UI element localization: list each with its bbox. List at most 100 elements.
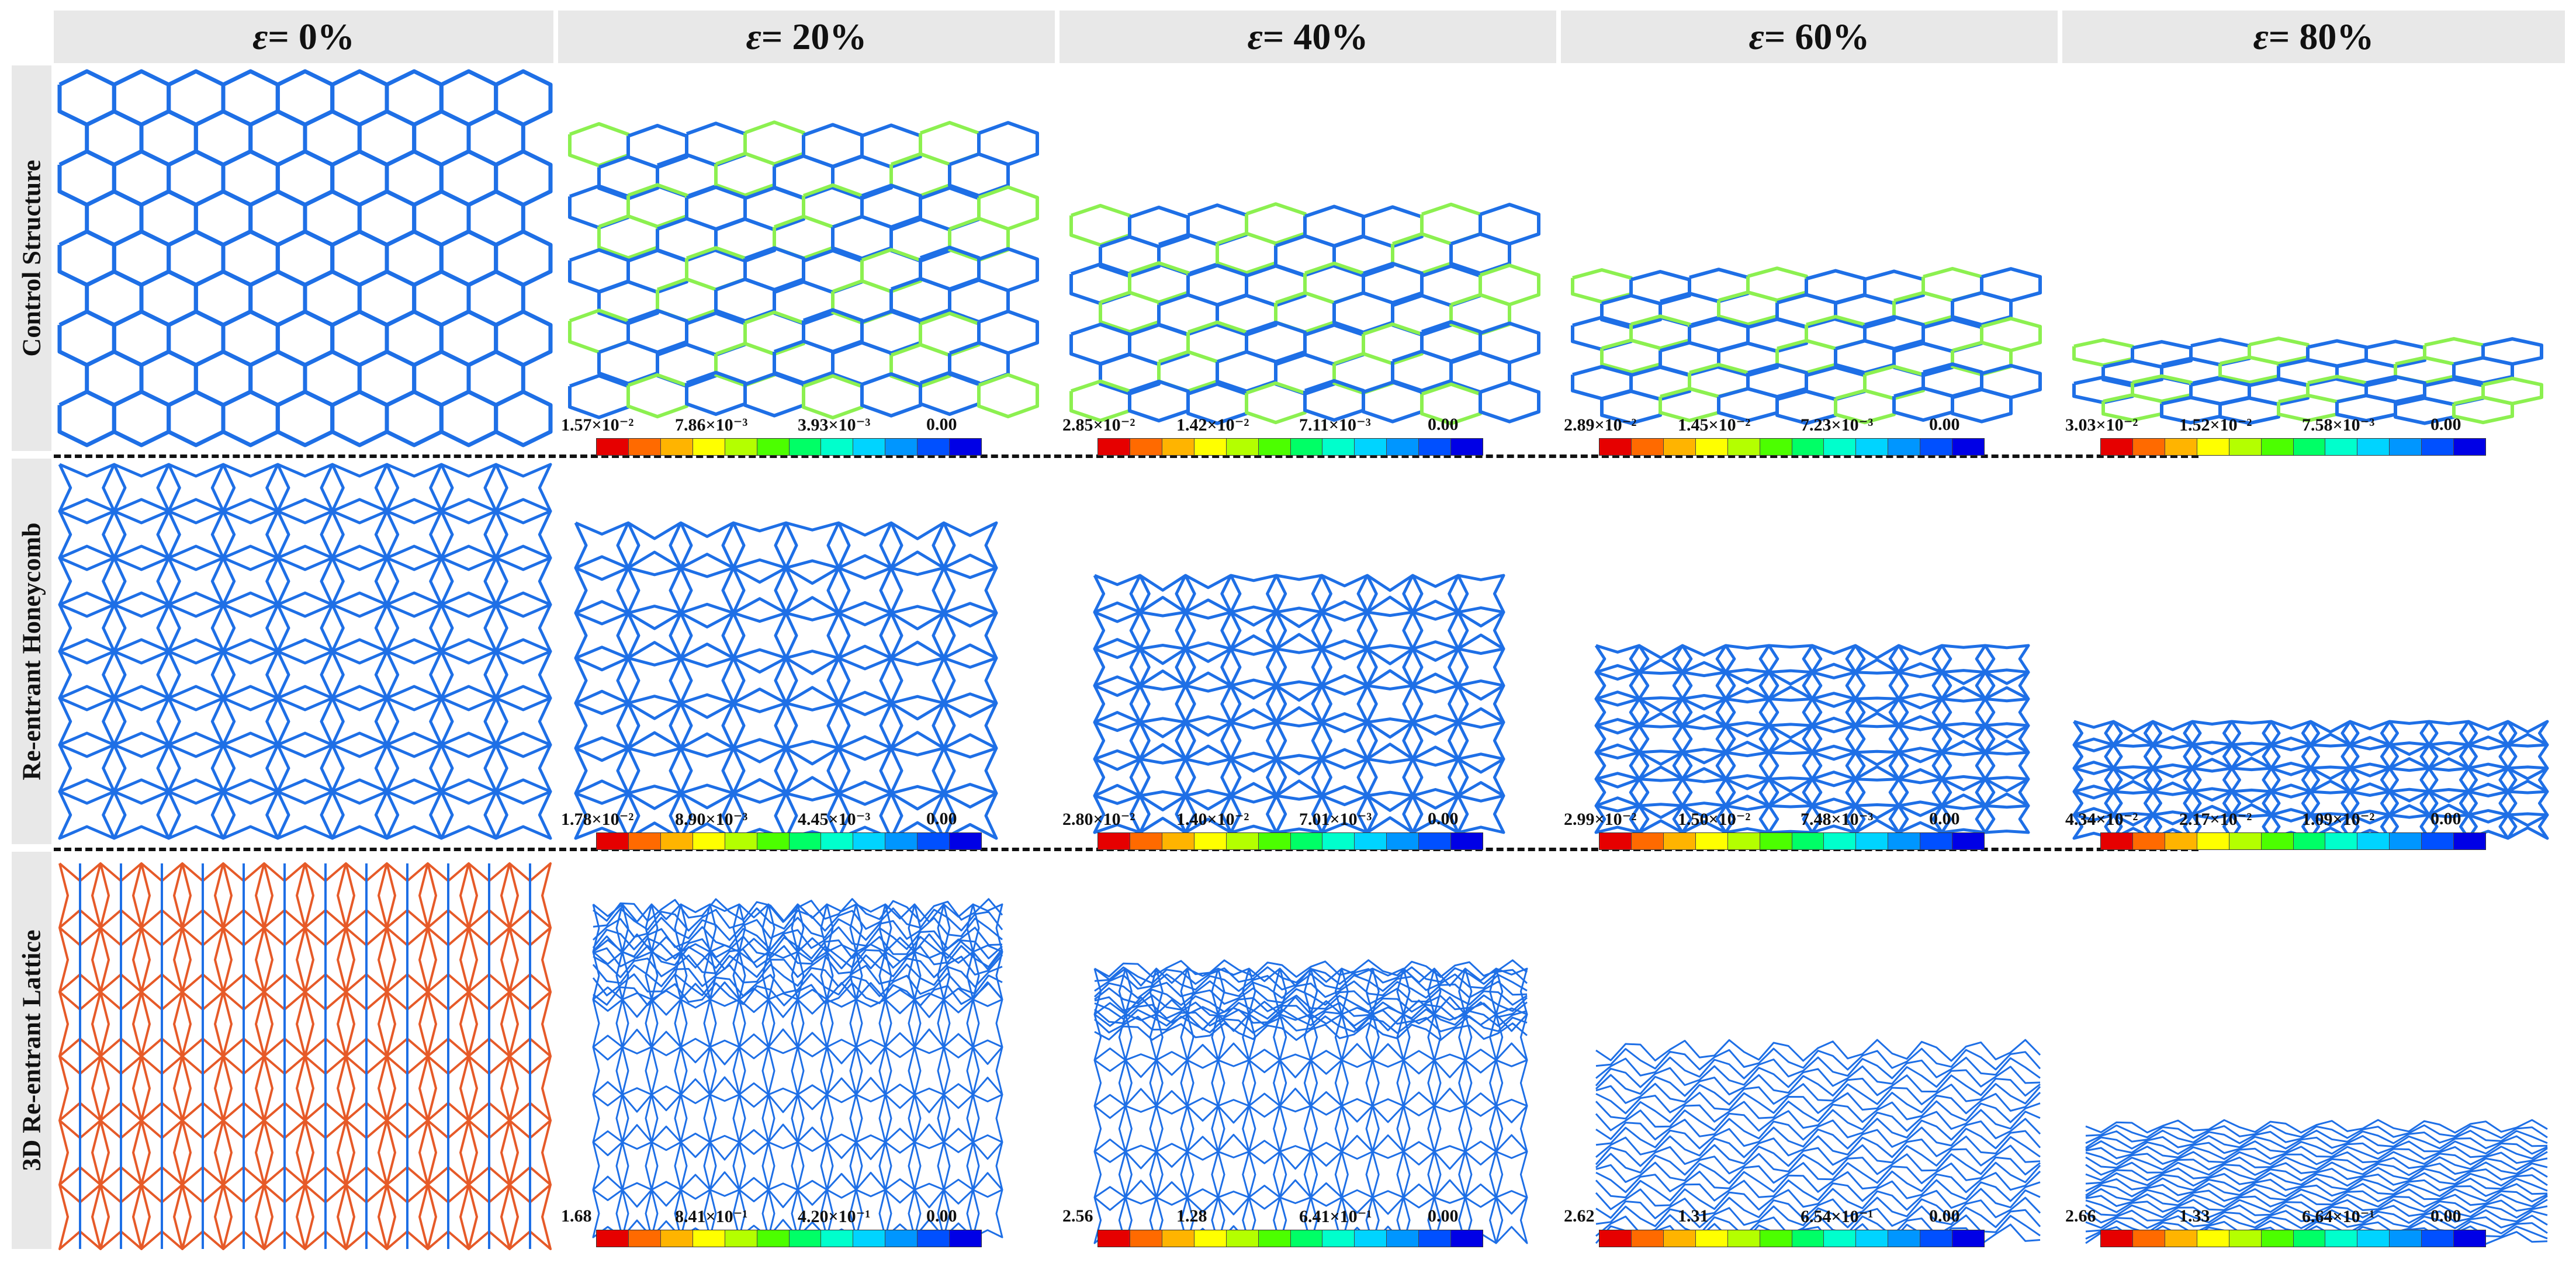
colorbar-swatch <box>821 439 854 455</box>
colorbar-swatch <box>2261 439 2294 455</box>
colorbar-gradient <box>2100 832 2486 850</box>
colorbar-swatch <box>853 833 886 849</box>
colorbar-swatch <box>725 833 757 849</box>
colorbar-swatch <box>757 439 790 455</box>
column-header-strain-40: ε = 40% <box>1060 11 1556 63</box>
colorbar-swatch <box>1920 833 1953 849</box>
colorbar-swatch <box>693 833 725 849</box>
colorbar-swatch <box>628 439 661 455</box>
colorbar-swatch <box>1290 833 1323 849</box>
colorbar-swatch <box>2390 1230 2422 1247</box>
colorbar-swatch <box>2101 1230 2133 1247</box>
colorbar-tick-label: 0.00 <box>1428 1206 1459 1226</box>
colorbar-swatch <box>1760 439 1792 455</box>
colorbar-gradient <box>596 1230 982 1247</box>
colorbar-swatch <box>725 439 757 455</box>
colorbar-swatch <box>1258 439 1291 455</box>
column-header-strain-80: ε = 80% <box>2062 11 2565 63</box>
colorbar-swatch <box>660 833 693 849</box>
colorbar-swatch <box>1888 1230 1921 1247</box>
column-header-strain-0: ε = 0% <box>54 11 553 63</box>
colorbar-swatch <box>757 833 790 849</box>
colorbar-swatch <box>1760 1230 1792 1247</box>
colorbar-gradient <box>1097 1230 1483 1247</box>
colorbar-swatch <box>2357 1230 2390 1247</box>
colorbar-swatch <box>1322 833 1355 849</box>
colorbar-swatch <box>789 833 822 849</box>
colorbar-swatch <box>1888 833 1921 849</box>
colorbar-swatch <box>660 439 693 455</box>
colorbar-swatch <box>2390 439 2422 455</box>
colorbar-swatch <box>628 833 661 849</box>
colorbar-labels: 2.62 1.31 6.54×10⁻¹ 0.00 <box>1564 1206 1985 1227</box>
colorbar-swatch <box>1322 439 1355 455</box>
colorbar-swatch <box>1322 1230 1355 1247</box>
colorbar-tick-label: 1.78×10⁻² <box>561 810 634 829</box>
colorbar-tick-label: 0.00 <box>1428 809 1459 828</box>
stress-colorbar: 1.68 8.41×10⁻¹ 4.20×10⁻¹ 0.00 <box>561 1206 982 1258</box>
colorbar-swatch <box>2325 833 2358 849</box>
colorbar-swatch <box>2293 1230 2326 1247</box>
colorbar-swatch <box>2197 833 2229 849</box>
colorbar-swatch <box>1130 833 1162 849</box>
colorbar-swatch <box>2165 1230 2197 1247</box>
colorbar-swatch <box>1258 1230 1291 1247</box>
colorbar-tick-label: 1.28 <box>1176 1206 1207 1226</box>
colorbar-gradient <box>1097 832 1483 850</box>
colorbar-swatch <box>693 439 725 455</box>
colorbar-swatch <box>2454 833 2486 849</box>
3d-re-entrant-lattice-20pct-dense <box>592 898 1003 1007</box>
colorbar-swatch <box>660 1230 693 1247</box>
colorbar-tick-label: 0.00 <box>2430 1206 2461 1226</box>
colorbar-swatch <box>2293 833 2326 849</box>
colorbar-swatch <box>2325 1230 2358 1247</box>
colorbar-swatch <box>885 439 918 455</box>
row-separator <box>54 454 2198 458</box>
colorbar-tick-label: 0.00 <box>926 415 957 434</box>
colorbar-swatch <box>917 1230 950 1247</box>
colorbar-swatch <box>628 1230 661 1247</box>
colorbar-swatch <box>2422 833 2454 849</box>
strain-value: = 0% <box>268 16 355 57</box>
colorbar-swatch <box>1824 1230 1857 1247</box>
colorbar-gradient <box>2100 438 2486 456</box>
colorbar-gradient <box>596 832 982 850</box>
colorbar-swatch <box>1952 1230 1985 1247</box>
colorbar-gradient <box>1097 438 1483 456</box>
colorbar-swatch <box>1952 833 1985 849</box>
colorbar-swatch <box>2422 1230 2454 1247</box>
colorbar-tick-label: 1.40×10⁻² <box>1176 810 1249 829</box>
stress-colorbar: 3.03×10⁻² 1.52×10⁻² 7.58×10⁻³ 0.00 <box>2065 415 2486 466</box>
row-header-control-structure: Control Structure <box>12 65 51 451</box>
colorbar-swatch <box>1098 1230 1130 1247</box>
colorbar-swatch <box>917 833 950 849</box>
colorbar-tick-label: 7.01×10⁻³ <box>1299 810 1372 829</box>
colorbar-swatch <box>1599 833 1632 849</box>
colorbar-swatch <box>1290 1230 1323 1247</box>
colorbar-tick-label: 2.62 <box>1564 1206 1595 1226</box>
colorbar-tick-label: 1.68 <box>561 1206 592 1226</box>
colorbar-swatch <box>1387 833 1419 849</box>
colorbar-swatch <box>1824 439 1857 455</box>
colorbar-tick-label: 0.00 <box>1428 415 1459 434</box>
stress-colorbar: 2.66 1.33 6.64×10⁻¹ 0.00 <box>2065 1206 2486 1258</box>
stress-colorbar: 4.34×10⁻² 2.17×10⁻² 1.09×10⁻² 0.00 <box>2065 809 2486 860</box>
re-entrant-honeycomb-20pct <box>574 521 998 840</box>
colorbar-swatch <box>789 1230 822 1247</box>
colorbar-swatch <box>1856 1230 1889 1247</box>
colorbar-swatch <box>1663 1230 1696 1247</box>
colorbar-tick-label: 6.54×10⁻¹ <box>1801 1207 1874 1226</box>
colorbar-swatch <box>1727 439 1760 455</box>
colorbar-swatch <box>1792 1230 1824 1247</box>
colorbar-tick-label: 2.85×10⁻² <box>1062 415 1135 435</box>
colorbar-swatch <box>1130 439 1162 455</box>
stress-colorbar: 1.78×10⁻² 8.90×10⁻³ 4.45×10⁻³ 0.00 <box>561 809 982 860</box>
colorbar-tick-label: 0.00 <box>1929 809 1960 828</box>
stress-colorbar: 2.85×10⁻² 1.42×10⁻² 7.11×10⁻³ 0.00 <box>1062 415 1483 466</box>
colorbar-swatch <box>2101 439 2133 455</box>
colorbar-labels: 2.89×10⁻² 1.45×10⁻² 7.23×10⁻³ 0.00 <box>1564 415 1985 436</box>
colorbar-tick-label: 8.41×10⁻¹ <box>675 1207 748 1226</box>
colorbar-swatch <box>597 833 629 849</box>
colorbar-swatch <box>1920 1230 1953 1247</box>
colorbar-swatch <box>1194 1230 1227 1247</box>
